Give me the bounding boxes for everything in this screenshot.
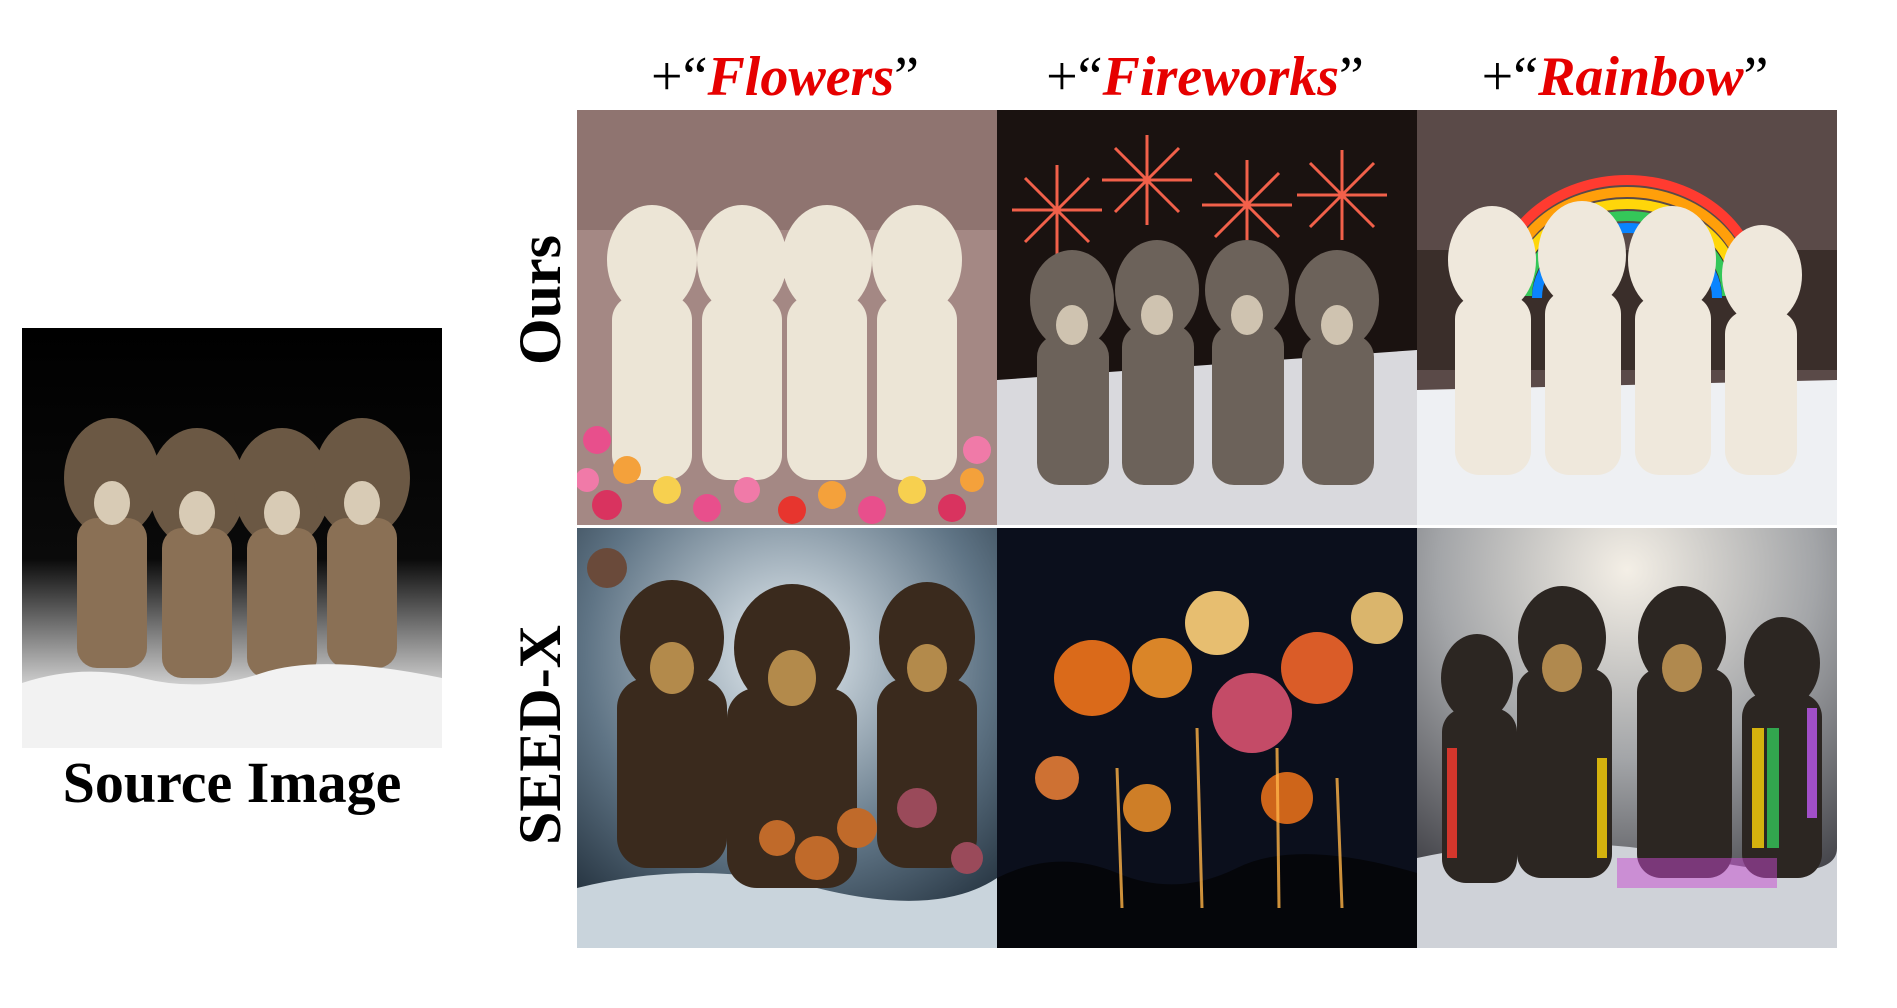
rainbow-streaks [1447, 708, 1817, 858]
row-label-ours: Ours [507, 234, 573, 366]
firework-bursts [1012, 135, 1387, 255]
row-label-seed-x: SEED-X [507, 624, 573, 846]
wolf-pack [64, 418, 410, 678]
column-header-rainbow: +“Rainbow” [1481, 46, 1769, 108]
seedx-rainbow-image [1417, 528, 1837, 948]
firework-bursts [1035, 591, 1403, 832]
seedx-flowers-image [577, 528, 997, 948]
source-image-caption: Source Image [62, 750, 402, 815]
ours-flowers-image [577, 110, 997, 525]
column-header-fireworks: +“Fireworks” [1046, 46, 1364, 108]
ours-rainbow-image [1417, 110, 1837, 525]
column-header-flowers: +“Flowers” [651, 46, 919, 108]
seedx-fireworks-image [997, 528, 1417, 948]
ours-fireworks-image [997, 110, 1417, 525]
source-image [22, 328, 442, 748]
